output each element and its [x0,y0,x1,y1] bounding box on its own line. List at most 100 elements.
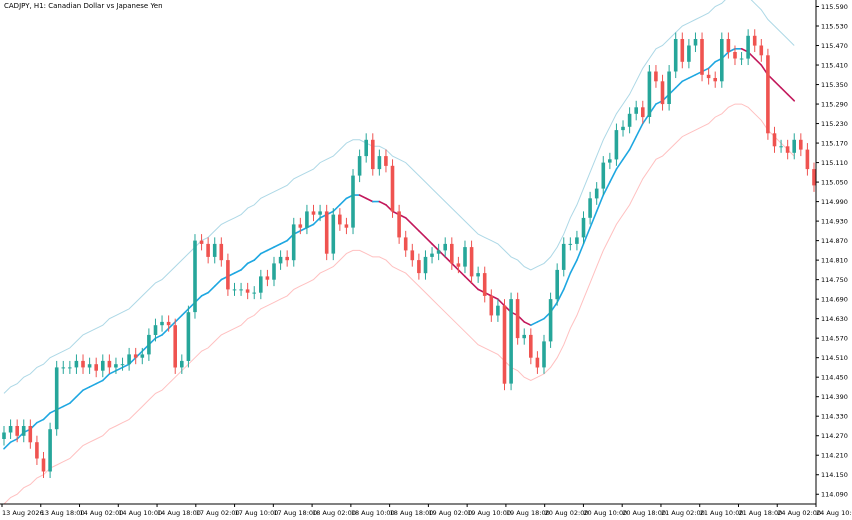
candle-body [548,299,553,342]
y-tick-label: 115.050 [821,179,848,187]
candle-body [87,364,92,368]
candle-body [285,256,289,261]
ma-segment [260,249,269,255]
x-tick-label: 20 Aug 10:00 [583,509,627,517]
candle-body [74,360,79,368]
x-tick-label: 18 Aug 02:00 [312,509,356,517]
ma-segment [786,93,796,102]
y-tick-label: 114.570 [821,335,848,343]
candle-body [397,211,401,238]
candle-body [693,39,698,46]
candle-body [667,71,671,104]
candle-body [81,360,85,368]
candle-body [35,442,39,459]
ma-segment [273,243,282,248]
ma-segment [233,269,242,274]
candle-body [489,295,494,316]
candle-body [21,426,26,436]
candle-body [759,45,764,56]
y-tick-label: 114.750 [821,276,848,284]
candle-body [555,269,559,300]
candle-body [746,35,750,59]
candle-body [193,240,197,313]
y-tick-label: 115.110 [821,159,848,167]
x-tick-label: 21 Aug 10:00 [700,509,744,517]
y-tick-label: 115.590 [821,3,848,11]
candle-body [568,243,573,245]
candle-body [166,321,171,326]
candle-body [654,71,658,82]
candle-body [687,45,691,62]
candle-body [766,55,770,134]
candle-body [344,224,349,228]
ma-segment [167,321,177,330]
candle-body [423,256,428,274]
candle-body [291,224,296,261]
ma-segment [121,363,130,369]
candle-body [371,139,375,170]
x-tick-label: 14 Aug 10:00 [118,509,162,517]
chart-title: CADJPY, H1: Canadian Dollar vs Japanese … [4,2,163,10]
envelope-bands [3,0,795,505]
x-tick-label: 13 Aug 18:00 [41,509,85,517]
x-tick-label: 19 Aug 18:00 [506,509,550,517]
candle-body [812,169,816,186]
ma-segment [411,223,420,232]
candle-body [463,247,467,267]
candle-body [575,237,579,244]
candle-body [54,367,59,430]
x-tick-label: 17 Aug 02:00 [196,509,240,517]
candle-body [456,263,461,267]
ma-segment [628,135,637,151]
ma-segment [299,226,308,232]
candle-body [212,243,217,257]
candle-body [15,426,19,436]
ma-segment [424,236,433,245]
candle-body [720,39,724,82]
y-tick-label: 115.290 [821,101,848,109]
lower-band-line [3,103,795,505]
candle-body [515,299,520,339]
candle-body [502,305,507,384]
candle-body [450,243,454,264]
y-tick-label: 114.930 [821,218,848,226]
ma-segment [240,262,249,271]
ma-segment [115,366,124,372]
candle-body [133,354,138,358]
ma-segment [181,308,190,317]
ma-segment [688,73,697,79]
x-tick-label: 18 Aug 10:00 [351,509,395,517]
candle-body [581,217,586,238]
ma-segment [595,194,605,213]
y-tick-label: 114.330 [821,413,848,421]
candle-body [785,146,790,153]
candle-body [199,240,204,244]
candle-body [41,458,46,472]
candle-body [680,39,685,62]
y-tick-label: 114.210 [821,452,848,460]
candle-body [338,214,342,225]
candle-body [647,71,652,117]
ma-segment [95,379,104,385]
candle-body [61,367,66,369]
candle-body [733,52,737,59]
ma-segment [753,57,763,66]
y-tick-label: 114.810 [821,257,848,265]
candle-body [673,39,678,72]
candle-body [324,211,329,254]
candle-body [561,243,566,270]
candle-body [8,426,13,433]
candle-body [805,149,810,170]
ma-segment [312,217,321,226]
ma-segment [569,259,578,274]
candle-body [660,81,665,105]
ma-segment [339,197,348,206]
upper-band-line [3,0,795,394]
candle-body [48,429,52,472]
ma-segment [3,441,12,450]
ma-segment [279,239,288,245]
candle-body [318,211,322,215]
candle-body [476,273,480,277]
ma-segment [101,373,111,382]
